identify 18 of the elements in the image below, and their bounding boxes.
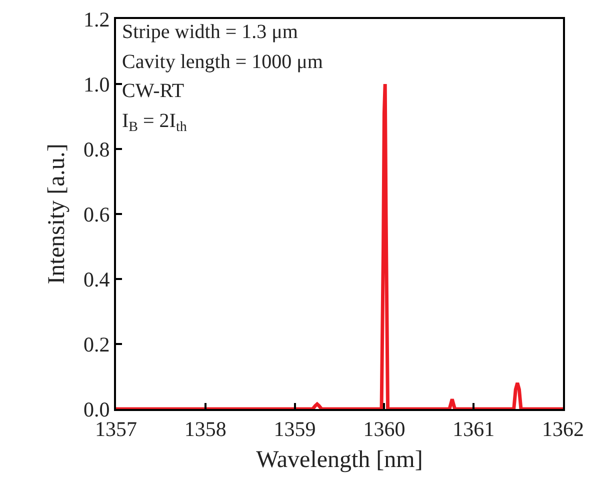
y-tick-label: 0.8 bbox=[84, 137, 110, 162]
y-tick-label: 1.0 bbox=[84, 72, 110, 96]
line-series bbox=[116, 82, 563, 409]
x-tick-label: 1358 bbox=[184, 417, 226, 442]
x-tick-label: 1362 bbox=[542, 417, 584, 442]
y-tick-label: 1.2 bbox=[84, 7, 110, 32]
y-axis-title: Intensity [a.u.] bbox=[44, 144, 70, 284]
x-tick-label: 1361 bbox=[452, 417, 495, 442]
annotation: CW-RT bbox=[122, 80, 184, 102]
annotation: I$_{B}$ = 2I$_{th}$ bbox=[122, 110, 187, 136]
x-axis-title: Wavelength [nm] bbox=[256, 447, 423, 473]
y-tick-label: 0.6 bbox=[84, 202, 110, 226]
x-tick-label: 1360 bbox=[363, 417, 406, 442]
x-tick-label: 1359 bbox=[274, 417, 316, 442]
y-tick-label: 0.4 bbox=[84, 267, 110, 292]
annotation: Stripe width = 1.3 μm bbox=[122, 21, 298, 43]
annotation: Cavity length = 1000 μm bbox=[122, 51, 324, 73]
y-tick-label: 0.2 bbox=[84, 332, 110, 356]
